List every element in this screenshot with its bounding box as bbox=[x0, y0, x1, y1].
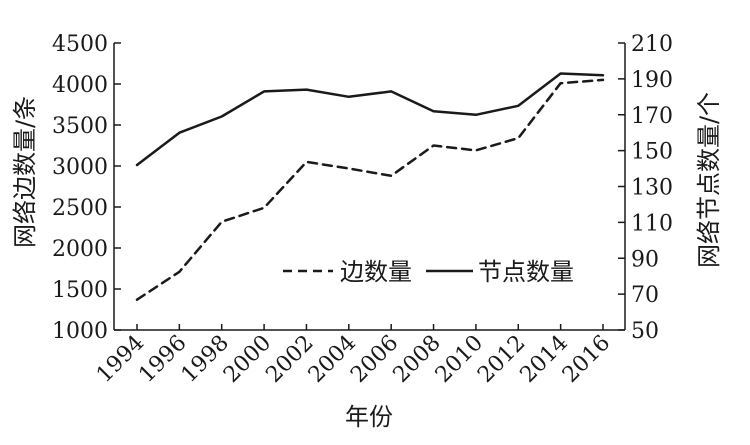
x-tick-label: 2004 bbox=[304, 331, 361, 388]
x-tick-label: 2000 bbox=[219, 331, 276, 388]
left-y-tick-label: 4000 bbox=[52, 73, 108, 98]
series-line-edges bbox=[135, 78, 605, 301]
right-y-tick-label: 130 bbox=[631, 176, 673, 201]
x-tick-label: 2012 bbox=[473, 331, 530, 388]
right-y-tick-label: 150 bbox=[631, 140, 673, 165]
legend-label-edges: 边数量 bbox=[340, 258, 412, 286]
legend-label-nodes: 节点数量 bbox=[478, 258, 574, 286]
series-line-nodes bbox=[135, 72, 605, 167]
x-tick-label: 2008 bbox=[389, 331, 446, 388]
legend: 边数量 节点数量 bbox=[283, 258, 574, 286]
x-tick-label: 2006 bbox=[346, 331, 403, 388]
x-tick-label: 1996 bbox=[134, 331, 191, 388]
left-y-tick-label: 3000 bbox=[52, 155, 108, 180]
x-tick-label: 2002 bbox=[261, 331, 318, 388]
series-lines bbox=[135, 72, 605, 301]
axes bbox=[113, 43, 626, 331]
left-y-tick-label: 4500 bbox=[52, 32, 108, 57]
x-tick-label: 2016 bbox=[558, 331, 615, 388]
ticks: 1000 1500 2000 2500 3000 3500 4000 4500 50 70 90 11… bbox=[52, 32, 673, 388]
right-y-tick-label: 170 bbox=[631, 104, 673, 129]
left-y-tick-label: 2000 bbox=[52, 237, 108, 262]
x-tick-label: 2010 bbox=[431, 331, 488, 388]
left-y-tick-label: 1000 bbox=[52, 319, 108, 344]
right-y-tick-label: 210 bbox=[631, 32, 673, 57]
left-y-tick-label: 1500 bbox=[52, 278, 108, 303]
right-y-tick-label: 190 bbox=[631, 68, 673, 93]
right-y-tick-label: 110 bbox=[631, 211, 673, 236]
right-y-axis-title: 网络节点数量/个 bbox=[695, 92, 723, 268]
left-y-axis-title: 网络边数量/条 bbox=[11, 96, 39, 248]
x-axis-title: 年份 bbox=[345, 403, 393, 431]
left-y-tick-label: 2500 bbox=[52, 196, 108, 221]
right-y-tick-label: 50 bbox=[631, 319, 659, 344]
x-tick-label: 1998 bbox=[177, 331, 234, 388]
right-y-tick-label: 90 bbox=[631, 247, 659, 272]
left-y-tick-label: 3500 bbox=[52, 114, 108, 139]
x-tick-label: 2014 bbox=[516, 331, 573, 388]
right-y-tick-label: 70 bbox=[631, 283, 659, 308]
